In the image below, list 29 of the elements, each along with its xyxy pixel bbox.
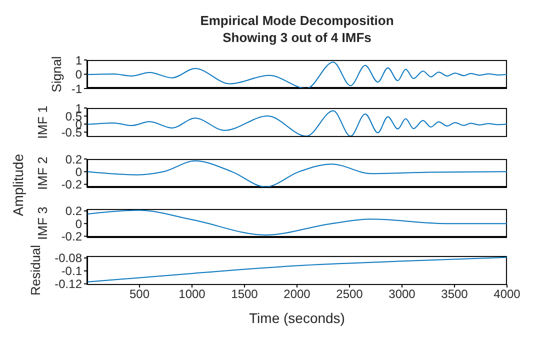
chart-subtitle: Showing 3 out of 4 IMFs	[222, 30, 372, 46]
y-tick-label: -0.1	[61, 264, 82, 279]
y-tick-label: -0.12	[54, 278, 82, 292]
y-axis-title: IMF 2	[35, 156, 50, 190]
x-tick-label: 3000	[388, 287, 416, 302]
y-tick-label: -1	[71, 81, 82, 96]
y-tick-label: 0	[75, 164, 82, 179]
y-tick-label: -0.2	[61, 229, 82, 244]
y-tick-label: 0.2	[65, 152, 82, 166]
y-tick-label: -0.2	[61, 177, 82, 192]
x-tick-label: 4000	[494, 287, 521, 302]
x-tick-label: 1000	[178, 287, 206, 302]
y-tick-label: 1	[75, 52, 82, 67]
x-tick-label: 2500	[336, 287, 364, 302]
y-tick-label: 0.2	[65, 204, 82, 218]
text: Amplitude	[10, 154, 26, 216]
y-tick-label: 0	[75, 67, 82, 82]
y-tick-label: -0.08	[54, 252, 82, 266]
y-axis-title: IMF 3	[35, 206, 50, 240]
x-tick-label: 500	[129, 287, 150, 302]
x-tick-label: 2000	[284, 287, 311, 302]
x-axis-title: Time (seconds)	[248, 310, 346, 326]
y-tick-label: 0	[75, 216, 82, 230]
y-axis-title: Residual	[28, 245, 43, 296]
y-axis-title: Signal	[49, 56, 64, 92]
x-tick-label: 1500	[231, 287, 258, 302]
x-tick-label: 3500	[441, 287, 468, 302]
y-axis-title: IMF 1	[35, 106, 50, 139]
chart-title: Empirical Mode Decomposition	[199, 13, 395, 29]
